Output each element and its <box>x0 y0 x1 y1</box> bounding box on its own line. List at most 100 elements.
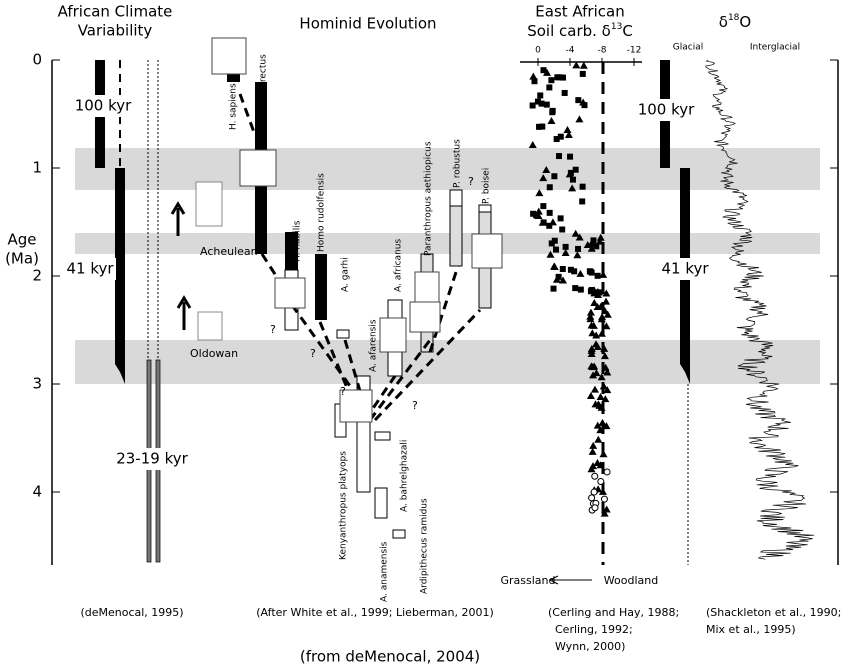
isotope-point <box>552 246 559 253</box>
label-bg <box>635 99 697 121</box>
range-bar <box>478 204 492 213</box>
isotope-point <box>531 78 538 85</box>
isotope-point <box>543 101 550 108</box>
tick-label: 3 <box>32 375 42 393</box>
title: δ18O <box>719 13 751 31</box>
species-label: H. sapiens <box>229 83 239 130</box>
isotope-point <box>550 285 557 292</box>
isotope-point <box>603 468 611 476</box>
isotope-point <box>579 198 586 205</box>
tool-label: Oldowan <box>190 347 238 360</box>
title: African Climate <box>58 3 173 21</box>
isotope-point <box>575 245 582 252</box>
isotope-point <box>579 98 588 106</box>
isotope-point <box>599 382 608 390</box>
isotope-point <box>602 422 611 430</box>
cycle-label: 41 kyr <box>661 260 709 278</box>
isotope-point <box>590 237 597 244</box>
isotope-point <box>596 426 605 434</box>
tool-icon <box>195 181 223 227</box>
isotope-point <box>529 102 536 109</box>
isotope-point <box>561 89 568 96</box>
question-mark: ? <box>412 399 418 412</box>
label-bg <box>64 258 116 280</box>
gradient-label: Woodland <box>604 574 658 587</box>
title: Variability <box>78 22 153 40</box>
isotope-point <box>547 116 556 124</box>
isotope-point <box>549 107 556 114</box>
title-part: 13 <box>611 22 622 32</box>
species-label: A. afarensis <box>369 319 379 372</box>
isotope-point <box>602 322 611 330</box>
range-bar <box>449 189 463 207</box>
isotope-point <box>596 233 605 241</box>
isotope-point <box>596 302 605 310</box>
isotope-point <box>575 97 582 104</box>
range-bar <box>392 529 406 539</box>
tick-label: 1 <box>32 159 42 177</box>
isotope-point <box>593 243 600 250</box>
isotope-point <box>561 248 570 256</box>
species-label: H. habilis <box>293 220 303 262</box>
isotope-point <box>601 395 610 403</box>
tick-label: 4 <box>32 483 42 501</box>
title-part: O <box>739 13 751 31</box>
species-label: P. robustus <box>453 139 463 188</box>
species-label: A. bahrelghazali <box>400 440 410 512</box>
isotope-point <box>596 393 605 401</box>
range-bar <box>374 431 391 441</box>
isotope-point <box>548 77 555 84</box>
question-mark: ? <box>310 347 316 360</box>
credit: Mix et al., 1995) <box>706 623 796 636</box>
isotope-point <box>550 262 559 270</box>
isotope-point <box>551 173 558 180</box>
cycle-bar <box>115 168 125 384</box>
isotope-point <box>576 269 585 277</box>
isotope-point <box>599 450 608 458</box>
isotope-point <box>572 285 579 292</box>
isotope-point <box>553 136 560 143</box>
isotope-point <box>565 170 574 178</box>
tick-label: 0 <box>32 51 42 69</box>
species-label: A. anamensis <box>380 541 390 602</box>
band <box>75 340 820 384</box>
species-label: Kenyanthropus platyops <box>339 451 349 560</box>
isotope-point <box>577 286 584 293</box>
title-part: 18 <box>728 13 740 23</box>
label-bg <box>658 258 712 280</box>
range-bar <box>315 254 327 320</box>
isotope-point <box>557 215 564 222</box>
isotope-point <box>603 310 612 318</box>
cycle-label: 100 kyr <box>75 97 132 115</box>
isotope-point <box>589 371 598 379</box>
isotope-point <box>588 287 595 294</box>
isotope-point <box>594 289 601 296</box>
title-part: Soil carb. δ <box>527 22 611 40</box>
isotope-point <box>589 321 598 329</box>
isotope-point <box>573 251 582 259</box>
isotope-point <box>597 315 606 323</box>
isotope-point <box>588 494 596 502</box>
isotope-point <box>593 459 602 467</box>
isotope-point <box>546 222 553 229</box>
tool-icon <box>197 311 223 341</box>
isotope-point <box>568 184 577 192</box>
credit: (deMenocal, 1995) <box>80 606 183 619</box>
isotope-point <box>572 166 579 173</box>
isotope-point <box>579 183 586 190</box>
isotope-point <box>592 369 601 377</box>
isotope-point <box>600 495 608 503</box>
tick-label: -4 <box>566 46 575 56</box>
isotope-point <box>575 115 584 123</box>
isotope-point <box>529 72 538 80</box>
skull-icon <box>211 37 503 423</box>
isotope-point <box>590 299 599 307</box>
credit: (Cerling and Hay, 1988; <box>548 606 679 619</box>
label-bg <box>70 95 136 117</box>
title: Soil carb. δ13C <box>527 22 633 40</box>
isotope-point <box>537 92 544 99</box>
isotope-point <box>579 70 586 77</box>
range-bar <box>374 487 388 519</box>
axis-label: Age <box>7 231 36 249</box>
isotope-point <box>536 123 543 130</box>
